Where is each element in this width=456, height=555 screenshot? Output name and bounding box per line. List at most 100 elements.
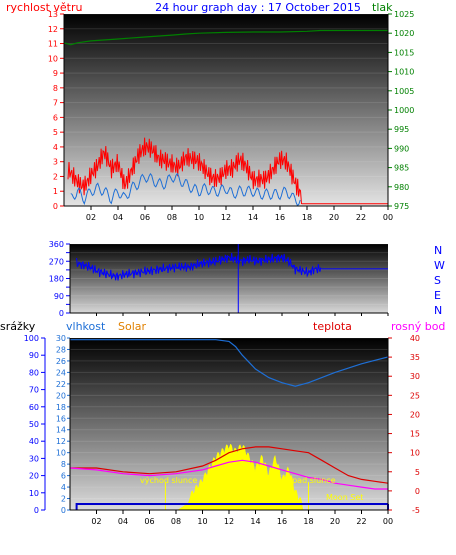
direction-y-tick-label: 90 xyxy=(54,292,64,301)
humidity-y-tick-label: 28 xyxy=(56,345,66,354)
climate-x-tick-label: 10 xyxy=(197,517,207,526)
pressure-label: tlak xyxy=(372,1,393,14)
temperature-y-tick-label: 40 xyxy=(410,334,420,343)
climate-x-tick-label: 14 xyxy=(250,517,260,526)
legend-humidity: vlhkost xyxy=(66,320,106,333)
rain-y-tick-label: 50 xyxy=(29,420,39,429)
rain-y-tick-label: 100 xyxy=(24,334,39,343)
wind-gust-line xyxy=(67,137,302,205)
wind-x-tick-label: 20 xyxy=(329,213,339,222)
rain-y-tick-label: 40 xyxy=(29,437,39,446)
compass-label: E xyxy=(434,289,441,302)
climate-x-tick-label: 18 xyxy=(303,517,313,526)
wind-y-tick-label: 1 xyxy=(53,187,58,196)
wind-y-tick-label: 3 xyxy=(53,158,58,167)
wind-series xyxy=(63,29,388,207)
direction-y-tick-label: 180 xyxy=(49,275,64,284)
climate-x-tick-label: 02 xyxy=(91,517,101,526)
wind-x-tick-label: 02 xyxy=(86,213,96,222)
humidity-y-tick-label: 0 xyxy=(61,506,66,515)
humidity-y-tick-label: 2 xyxy=(61,495,66,504)
rain-y-tick-label: 0 xyxy=(34,506,39,515)
climate-x-tick-label: 22 xyxy=(356,517,366,526)
wind-y-tick-label: 11 xyxy=(48,40,58,49)
wind-average-line xyxy=(70,172,301,207)
compass-label: W xyxy=(434,259,445,272)
temperature-y-tick-label: 0 xyxy=(415,487,420,496)
direction-y-tick-label: 360 xyxy=(49,240,64,249)
climate-x-tick-label: 12 xyxy=(224,517,234,526)
climate-x-tick-label: 06 xyxy=(144,517,154,526)
rain-line xyxy=(75,503,388,510)
humidity-line xyxy=(70,339,389,387)
humidity-y-tick-label: 20 xyxy=(56,391,66,400)
wind-x-tick-label: 18 xyxy=(302,213,312,222)
compass-label: N xyxy=(434,304,442,317)
humidity-y-tick-label: 8 xyxy=(61,460,66,469)
wind-y-tick-label: 8 xyxy=(53,84,58,93)
humidity-y-tick-label: 26 xyxy=(56,357,66,366)
wind-x-tick-label: 16 xyxy=(275,213,285,222)
pressure-y-tick-label: 1015 xyxy=(394,48,414,57)
legend-rain: srážky xyxy=(0,320,36,333)
moonset-annotation: Moon Set xyxy=(326,493,363,502)
pressure-y-tick-label: 1020 xyxy=(394,29,414,38)
direction-y-tick-label: 270 xyxy=(49,257,64,266)
wind-x-tick-label: 12 xyxy=(221,213,231,222)
sunrise-annotation: východ slunce xyxy=(140,476,197,485)
rain-y-tick-label: 70 xyxy=(29,386,39,395)
climate-axes: 0246810121416182022242628300102030405060… xyxy=(24,334,420,526)
rain-y-tick-label: 80 xyxy=(29,368,39,377)
pressure-y-tick-label: 985 xyxy=(394,164,409,173)
wind-y-tick-label: 5 xyxy=(53,128,58,137)
rain-y-tick-label: 60 xyxy=(29,403,39,412)
humidity-y-tick-label: 6 xyxy=(61,472,66,481)
climate-x-tick-label: 08 xyxy=(171,517,181,526)
rain-y-tick-label: 20 xyxy=(29,472,39,481)
sunset-annotation: západ slunce xyxy=(283,476,336,485)
wind-axes: 0123456789101112139759809859909951000100… xyxy=(48,10,415,222)
pressure-line xyxy=(63,29,388,46)
compass-label: N xyxy=(434,244,442,257)
wind-y-tick-label: 13 xyxy=(48,10,58,19)
humidity-y-tick-label: 10 xyxy=(56,449,66,458)
wind-y-tick-label: 2 xyxy=(53,172,58,181)
climate-x-tick-label: 00 xyxy=(383,517,393,526)
climate-x-tick-label: 04 xyxy=(118,517,128,526)
wind-y-tick-label: 12 xyxy=(48,25,58,34)
wind-x-tick-label: 22 xyxy=(356,213,366,222)
wind-speed-label: rychlost větru xyxy=(6,1,82,14)
climate-x-tick-label: 20 xyxy=(330,517,340,526)
legend-dewpoint: rosný bod xyxy=(391,320,445,333)
temperature-line xyxy=(70,446,389,484)
humidity-y-tick-label: 30 xyxy=(56,334,66,343)
temperature-y-tick-label: 30 xyxy=(410,372,420,381)
humidity-y-tick-label: 4 xyxy=(61,483,66,492)
wind-y-tick-label: 6 xyxy=(53,113,58,122)
pressure-y-tick-label: 1010 xyxy=(394,68,414,77)
chart-title: 24 hour graph day : 17 October 2015 xyxy=(155,1,361,14)
humidity-y-tick-label: 18 xyxy=(56,403,66,412)
direction-series xyxy=(76,244,388,313)
wind-x-tick-label: 10 xyxy=(194,213,204,222)
wind-y-tick-label: 9 xyxy=(53,69,58,78)
rain-y-tick-label: 30 xyxy=(29,454,39,463)
pressure-y-tick-label: 975 xyxy=(394,202,409,211)
rain-y-tick-label: 90 xyxy=(29,351,39,360)
pressure-y-tick-label: 995 xyxy=(394,125,409,134)
humidity-y-tick-label: 24 xyxy=(56,368,66,377)
compass-label: S xyxy=(434,274,441,287)
wind-y-tick-label: 7 xyxy=(53,99,58,108)
temperature-y-tick-label: 20 xyxy=(410,410,420,419)
pressure-y-tick-label: 1000 xyxy=(394,106,414,115)
rain-y-tick-label: 10 xyxy=(29,489,39,498)
wind-x-tick-label: 08 xyxy=(167,213,177,222)
temperature-y-tick-label: 25 xyxy=(410,391,420,400)
wind-x-tick-label: 00 xyxy=(383,213,393,222)
pressure-y-tick-label: 1025 xyxy=(394,10,414,19)
direction-y-tick-label: 0 xyxy=(59,309,64,318)
temperature-y-tick-label: 5 xyxy=(415,468,420,477)
